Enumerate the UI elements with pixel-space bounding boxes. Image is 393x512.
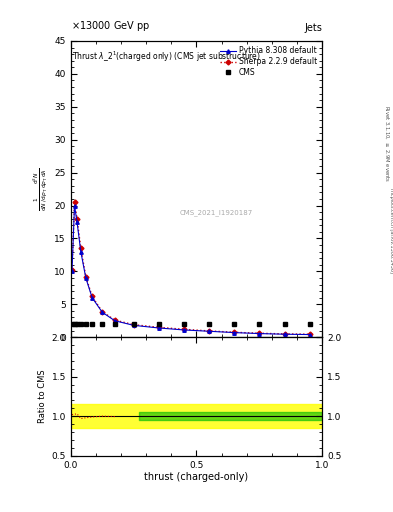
Pythia 8.308 default [182, 327, 186, 333]
Sherpa 2.2.9 default [131, 322, 136, 328]
Line: Pythia 8.308 default: Pythia 8.308 default [70, 204, 311, 336]
Sherpa 2.2.9 default [79, 245, 83, 251]
CMS [79, 321, 83, 327]
Sherpa 2.2.9 default [90, 293, 94, 300]
CMS [207, 321, 211, 327]
Text: Rivet 3.1.10, $\geq$ 2.9M events: Rivet 3.1.10, $\geq$ 2.9M events [383, 105, 391, 182]
Sherpa 2.2.9 default [100, 308, 105, 314]
Pythia 8.308 default [307, 331, 312, 337]
Sherpa 2.2.9 default [207, 328, 211, 334]
Sherpa 2.2.9 default [156, 324, 161, 330]
Pythia 8.308 default [112, 317, 117, 324]
Text: Jets: Jets [305, 23, 322, 33]
CMS [156, 321, 161, 327]
Pythia 8.308 default [232, 330, 237, 336]
CMS [83, 321, 88, 327]
CMS [257, 321, 262, 327]
Text: mcplots.cern.ch [arXiv:1306.3436]: mcplots.cern.ch [arXiv:1306.3436] [389, 188, 393, 273]
Y-axis label: $\frac{1}{\mathrm{d}N\,/\,\mathrm{d}p_\mathrm{T}}\frac{\mathrm{d}^2N}{\mathrm{d}: $\frac{1}{\mathrm{d}N\,/\,\mathrm{d}p_\m… [32, 167, 50, 211]
Legend: Pythia 8.308 default, Sherpa 2.2.9 default, CMS: Pythia 8.308 default, Sherpa 2.2.9 defau… [219, 45, 318, 79]
CMS [100, 321, 105, 327]
Sherpa 2.2.9 default [182, 326, 186, 332]
Pythia 8.308 default [70, 268, 74, 274]
Sherpa 2.2.9 default [257, 330, 262, 336]
Pythia 8.308 default [75, 219, 79, 225]
Pythia 8.308 default [90, 294, 94, 301]
CMS [72, 321, 77, 327]
Sherpa 2.2.9 default [282, 331, 287, 337]
Pythia 8.308 default [72, 202, 77, 208]
CMS [112, 321, 117, 327]
CMS [182, 321, 186, 327]
Text: $\times$13000 GeV pp: $\times$13000 GeV pp [71, 19, 150, 33]
CMS [131, 321, 136, 327]
CMS [282, 321, 287, 327]
Sherpa 2.2.9 default [75, 216, 79, 222]
Pythia 8.308 default [79, 248, 83, 254]
CMS [232, 321, 237, 327]
Sherpa 2.2.9 default [83, 273, 88, 280]
Pythia 8.308 default [100, 309, 105, 315]
Y-axis label: Ratio to CMS: Ratio to CMS [39, 370, 47, 423]
Pythia 8.308 default [282, 331, 287, 337]
Sherpa 2.2.9 default [307, 331, 312, 337]
Sherpa 2.2.9 default [112, 317, 117, 323]
Sherpa 2.2.9 default [232, 329, 237, 335]
Pythia 8.308 default [257, 331, 262, 337]
CMS [90, 321, 94, 327]
CMS [75, 321, 79, 327]
X-axis label: thrust (charged-only): thrust (charged-only) [145, 472, 248, 482]
CMS [70, 321, 74, 327]
Pythia 8.308 default [156, 325, 161, 331]
Sherpa 2.2.9 default [70, 267, 74, 273]
Text: CMS_2021_I1920187: CMS_2021_I1920187 [180, 209, 253, 216]
Pythia 8.308 default [83, 275, 88, 281]
Pythia 8.308 default [131, 322, 136, 328]
CMS [307, 321, 312, 327]
Line: Sherpa 2.2.9 default: Sherpa 2.2.9 default [70, 201, 311, 336]
Text: Thrust $\lambda\_2^1$(charged only) (CMS jet substructure): Thrust $\lambda\_2^1$(charged only) (CMS… [72, 50, 261, 64]
Pythia 8.308 default [207, 328, 211, 334]
Sherpa 2.2.9 default [72, 199, 77, 205]
Line: CMS: CMS [70, 322, 311, 326]
